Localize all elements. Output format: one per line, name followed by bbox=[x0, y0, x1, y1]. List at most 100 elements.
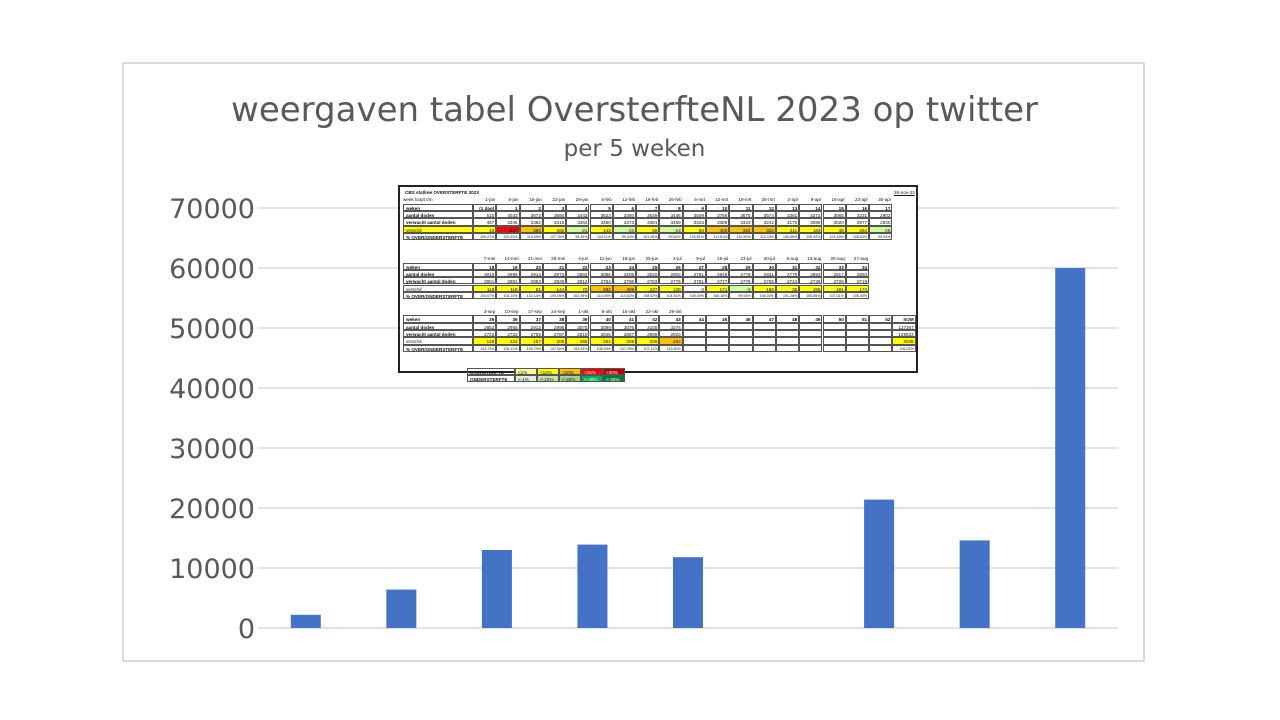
table-cell-aantal bbox=[706, 322, 730, 331]
legend-swatch: <20% bbox=[559, 367, 581, 375]
table-cell-pct bbox=[845, 344, 870, 353]
table-cell-pct: 104,74% bbox=[473, 344, 497, 353]
table-cell-verwacht: 129522 bbox=[892, 330, 916, 338]
table-cell-verwacht: 2744 bbox=[775, 277, 800, 285]
bar-4 bbox=[577, 544, 608, 628]
table-cell-pct: 114,63% bbox=[612, 291, 637, 300]
table-cell-dates: 23-apr bbox=[854, 197, 869, 203]
y-tick-label: 70000 bbox=[169, 194, 255, 225]
table-cell-verwacht bbox=[845, 330, 870, 338]
table-cell-aantal: 2996 bbox=[542, 322, 567, 331]
table-cell-verschil bbox=[775, 337, 800, 345]
legend-swatch: <40% bbox=[603, 367, 625, 375]
table-cell-verwacht: 2901 bbox=[473, 277, 497, 285]
table-cell-aantal: 3549 bbox=[636, 211, 660, 219]
table-cell-aantal: 510 bbox=[473, 211, 497, 219]
table-cell-weken: 12 bbox=[752, 203, 776, 211]
table-cell-dates: 17-sep bbox=[527, 309, 542, 315]
table-cell-weken: 32 bbox=[799, 262, 823, 270]
table-cell-pct: 104,10% bbox=[496, 291, 520, 300]
table-cell-aantal: 3076 bbox=[612, 322, 637, 331]
table-cell-verwacht: 3170 bbox=[775, 218, 800, 226]
table-cell-verschil: 143 bbox=[589, 225, 613, 234]
table-cell-aantal: 3020 bbox=[636, 269, 660, 278]
table-cell-aantal: 3623 bbox=[589, 211, 613, 219]
table-cell-verschil: -23 bbox=[612, 225, 637, 234]
table-cell-dates: 19-feb bbox=[645, 197, 659, 203]
table-cell-aantal bbox=[729, 322, 753, 331]
table-cell-weken: 48 bbox=[775, 315, 800, 323]
table-cell-dates: 30-jul bbox=[763, 256, 775, 262]
legend-label: ONDERSTERFTE bbox=[467, 374, 515, 383]
table-cell-verschil: 171 bbox=[706, 284, 730, 292]
table-cell-weken: 6 bbox=[612, 203, 637, 211]
table-cell-dates: 15-okt bbox=[622, 309, 636, 315]
table-cell-verwacht: 2881 bbox=[496, 277, 520, 285]
table-cell-aantal: 3376 bbox=[659, 322, 683, 331]
table-cell-aantal bbox=[799, 322, 823, 331]
table-cell-pct bbox=[775, 344, 800, 353]
bar-8 bbox=[959, 540, 990, 628]
table-cell-verschil bbox=[799, 337, 823, 345]
table-cell-weken: 22 bbox=[566, 262, 590, 270]
table-cell-verschil bbox=[706, 337, 730, 345]
table-cell-dates: 6-aug bbox=[786, 256, 799, 262]
table-cell-verschil: 400 bbox=[706, 225, 730, 234]
table-cell-pct: 111,81% bbox=[706, 233, 730, 241]
table-cell-verschil: 254 bbox=[845, 225, 870, 234]
table-cell-pct: 102,51% bbox=[682, 233, 706, 241]
table-cell-dates bbox=[799, 308, 822, 315]
table-cell-verwacht: 3020 bbox=[822, 218, 846, 226]
table-cell-verschil bbox=[822, 337, 846, 345]
table-cell-verwacht: 2775 bbox=[659, 277, 683, 285]
table-cell-verwacht bbox=[775, 330, 800, 338]
table-cell-aantal: 3205 bbox=[612, 269, 637, 278]
table-cell-dates: 9-jul bbox=[696, 256, 705, 262]
table-cell-aantal: 3231 bbox=[845, 211, 870, 219]
table-cell-verwacht: 2783 bbox=[636, 277, 660, 285]
table-cell-dates: 1-okt bbox=[578, 309, 589, 315]
table-cell-verwacht: 2977 bbox=[845, 218, 870, 226]
table-cell-aantal: 3065 bbox=[822, 211, 846, 219]
table-cell-aantal: 3450 bbox=[612, 211, 637, 219]
table-cell-pct: 107,29% bbox=[612, 344, 637, 353]
table-cell-weken: 31 bbox=[775, 262, 800, 270]
legend-swatch: <-1% bbox=[515, 374, 537, 383]
row-label-verwacht: verwacht aantal doden bbox=[403, 218, 473, 226]
table-cell-pct: 110,24% bbox=[752, 233, 776, 241]
table-cell-verwacht: 2723 bbox=[473, 330, 497, 338]
table-cell-weken: 41 bbox=[612, 315, 637, 323]
legend-swatch: <1% bbox=[515, 367, 537, 375]
table-cell-weken: 10 bbox=[706, 203, 730, 211]
table-cell-aantal: 2902 bbox=[869, 211, 893, 219]
legend-swatch: <30% bbox=[581, 367, 603, 375]
table-cell-verwacht: 2829 bbox=[542, 277, 567, 285]
table-cell-verwacht: 2765 bbox=[752, 277, 776, 285]
table-cell-aantal: 2931 bbox=[752, 269, 776, 278]
table-cell-weken: 1 bbox=[496, 203, 520, 211]
table-cell-pct: 109,43% bbox=[566, 344, 590, 353]
table-cell-dates: 4-jun bbox=[578, 256, 589, 262]
table-cell-verwacht: 2755 bbox=[519, 330, 543, 338]
table-cell-dates: 30-apr bbox=[878, 197, 892, 203]
y-tick-label: 20000 bbox=[169, 494, 255, 525]
table-cell-dates: 12-feb bbox=[622, 197, 636, 203]
legend-label: OVERSTERFTE bbox=[467, 367, 515, 375]
table-cell-verwacht: 2778 bbox=[729, 277, 753, 285]
table-cell-verwacht: 2794 bbox=[589, 277, 613, 285]
table-cell-pct: 106,40% bbox=[845, 291, 870, 300]
table-cell-verschil: 61 bbox=[519, 284, 543, 292]
table-cell-verschil bbox=[845, 337, 870, 345]
y-tick-label: 0 bbox=[238, 614, 255, 645]
table-cell-verwacht: 3481 bbox=[636, 218, 660, 226]
table-cell-pct: 110,45% bbox=[589, 291, 613, 300]
table-cell-verwacht: 3382 bbox=[519, 218, 543, 226]
table-cell-dates: 28-mei bbox=[551, 256, 566, 262]
table-cell-verwacht: 2930 bbox=[869, 218, 893, 226]
table-cell-weken: 39 bbox=[566, 315, 590, 323]
table-cell-verschil: 265 bbox=[566, 337, 590, 345]
table-cell-verschil: 292 bbox=[589, 284, 613, 292]
table-cell-aantal: 2893 bbox=[845, 269, 870, 278]
table-cell-verschil: 687 bbox=[496, 225, 520, 234]
table-cell-weken: 42 bbox=[636, 315, 660, 323]
